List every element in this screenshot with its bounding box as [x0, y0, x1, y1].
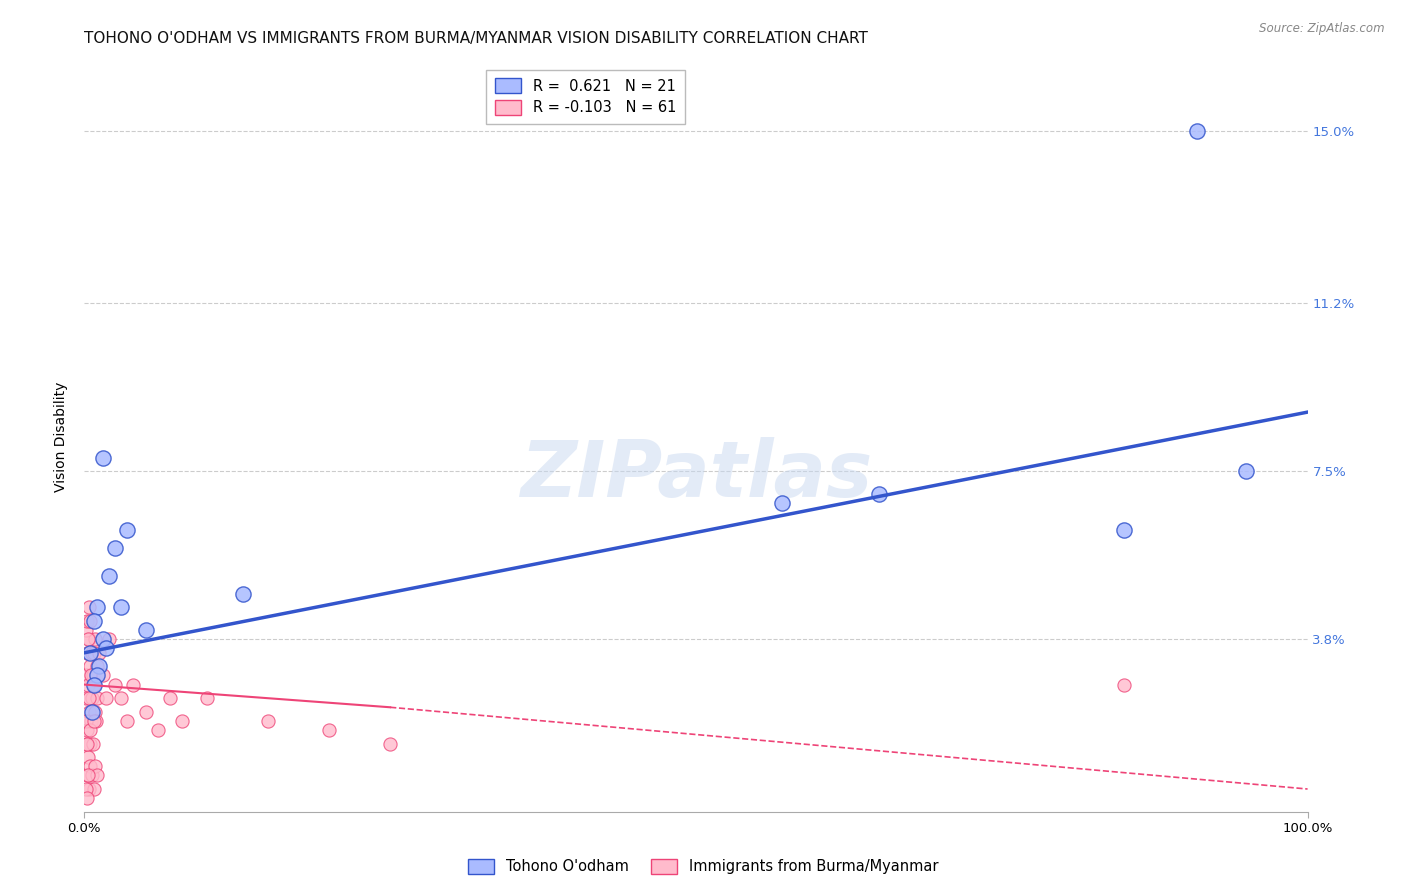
Text: TOHONO O'ODHAM VS IMMIGRANTS FROM BURMA/MYANMAR VISION DISABILITY CORRELATION CH: TOHONO O'ODHAM VS IMMIGRANTS FROM BURMA/… [84, 31, 869, 46]
Text: Source: ZipAtlas.com: Source: ZipAtlas.com [1260, 22, 1385, 36]
Point [76, 791, 98, 805]
Point [83, 677, 105, 691]
Point [84, 632, 107, 647]
Point [80, 768, 103, 782]
Point [97, 632, 120, 647]
Point [80, 705, 103, 719]
Point [82, 737, 104, 751]
Point [1114, 677, 1136, 691]
Y-axis label: Vision Disability: Vision Disability [55, 382, 69, 492]
Point [83, 782, 105, 797]
Point [91, 668, 114, 682]
Point [77, 691, 100, 706]
Point [96, 641, 118, 656]
Point [97, 568, 120, 582]
Legend: Tohono O'odham, Immigrants from Burma/Myanmar: Tohono O'odham, Immigrants from Burma/My… [463, 853, 943, 880]
Point [86, 768, 108, 782]
Point [110, 600, 132, 615]
Point [91, 632, 114, 647]
Point [80, 646, 103, 660]
Point [1114, 523, 1136, 537]
Point [83, 714, 105, 728]
Point [122, 677, 145, 691]
Point [79, 646, 101, 660]
Point [104, 677, 127, 691]
Point [380, 737, 402, 751]
Point [79, 737, 101, 751]
Point [770, 496, 793, 510]
Point [79, 659, 101, 673]
Point [84, 714, 107, 728]
Point [87, 646, 110, 660]
Point [96, 691, 118, 706]
Point [135, 705, 157, 719]
Point [91, 450, 114, 465]
Point [77, 600, 100, 615]
Point [869, 487, 891, 501]
Point [86, 691, 108, 706]
Point [80, 714, 103, 728]
Point [172, 714, 194, 728]
Point [79, 614, 101, 628]
Point [76, 614, 98, 628]
Point [75, 714, 97, 728]
Point [232, 587, 254, 601]
Point [76, 646, 98, 660]
Point [195, 691, 218, 706]
Point [318, 723, 340, 737]
Point [104, 541, 127, 556]
Point [146, 723, 169, 737]
Point [86, 668, 108, 682]
Point [110, 691, 132, 706]
Point [115, 714, 138, 728]
Point [77, 750, 100, 764]
Point [83, 646, 105, 660]
Point [115, 523, 138, 537]
Point [83, 677, 105, 691]
Point [77, 782, 100, 797]
Point [82, 668, 104, 682]
Point [76, 723, 98, 737]
Point [76, 768, 98, 782]
Point [257, 714, 280, 728]
Point [75, 668, 97, 682]
Point [135, 623, 157, 637]
Point [84, 759, 107, 773]
Point [77, 632, 100, 647]
Point [159, 691, 181, 706]
Text: ZIPatlas: ZIPatlas [520, 436, 872, 513]
Point [80, 668, 103, 682]
Point [79, 759, 101, 773]
Point [75, 691, 97, 706]
Point [75, 737, 97, 751]
Point [77, 768, 100, 782]
Legend: R =  0.621   N = 21, R = -0.103   N = 61: R = 0.621 N = 21, R = -0.103 N = 61 [486, 70, 685, 124]
Point [1187, 123, 1209, 137]
Point [86, 600, 108, 615]
Point [76, 737, 98, 751]
Point [79, 723, 101, 737]
Point [77, 677, 100, 691]
Point [87, 659, 110, 673]
Point [83, 705, 105, 719]
Point [75, 623, 97, 637]
Point [75, 782, 97, 797]
Point [77, 705, 100, 719]
Point [82, 691, 104, 706]
Point [83, 614, 105, 628]
Point [1236, 464, 1258, 478]
Point [77, 632, 100, 647]
Point [86, 659, 108, 673]
